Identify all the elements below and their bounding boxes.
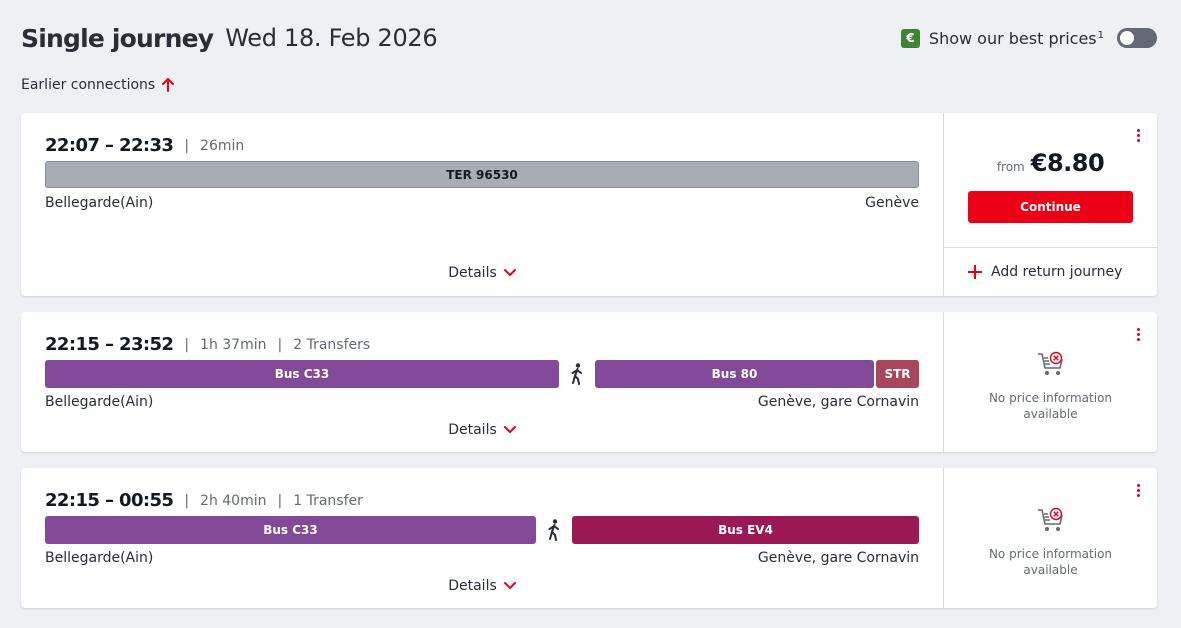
origin-station: Bellegarde(Ain) <box>45 195 154 211</box>
journey-duration: 26min <box>200 137 245 154</box>
chevron-down-icon <box>503 269 516 276</box>
journey-card: 22:07 – 22:33 | 26min TER 96530 Bellegar… <box>21 113 1157 296</box>
stations-row: Bellegarde(Ain) Genève, gare Cornavin <box>45 550 919 566</box>
leg-bar[interactable]: TER 96530 <box>45 161 919 188</box>
best-prices-footnote[interactable]: 1 <box>1097 29 1104 41</box>
journey-card: 22:15 – 00:55 | 2h 40min | 1 Transfer Bu… <box>21 468 1157 608</box>
leg-bar[interactable]: Bus C33 <box>45 516 536 544</box>
no-price-text: No price information available <box>988 391 1113 421</box>
journey-date: Wed 18. Feb 2026 <box>225 24 438 52</box>
earlier-connections-label: Earlier connections <box>21 77 156 93</box>
more-options-icon[interactable] <box>1135 129 1141 144</box>
journey-info: 22:15 – 23:52 | 1h 37min | 2 Transfers B… <box>21 312 943 452</box>
separator: | <box>277 492 283 509</box>
leg-bar[interactable]: Bus EV4 <box>572 516 919 544</box>
separator: | <box>184 336 190 353</box>
arrow-up-icon <box>162 78 175 92</box>
details-toggle[interactable]: Details <box>21 265 943 281</box>
page-header: Single journey Wed 18. Feb 2026 € Show o… <box>21 22 1157 54</box>
leg-bar[interactable]: Bus 80 <box>595 360 874 388</box>
destination-station: Genève <box>865 195 919 211</box>
stations-row: Bellegarde(Ain) Genève, gare Cornavin <box>45 394 919 410</box>
best-prices-option: € Show our best prices 1 <box>900 28 1157 48</box>
walk-icon <box>548 519 559 541</box>
journey-info: 22:07 – 22:33 | 26min TER 96530 Bellegar… <box>21 113 943 296</box>
journey-duration: 1h 37min <box>200 336 267 353</box>
add-return-journey-button[interactable]: Add return journey <box>944 247 1157 296</box>
journey-times-row: 22:15 – 00:55 | 2h 40min | 1 Transfer <box>45 490 363 511</box>
plus-icon <box>968 265 982 279</box>
cart-unavailable-icon <box>1037 351 1063 375</box>
more-options-icon[interactable] <box>1135 484 1141 499</box>
journey-times: 22:07 – 22:33 <box>45 135 174 156</box>
details-toggle[interactable]: Details <box>21 422 943 438</box>
best-prices-label: Show our best prices <box>928 28 1097 48</box>
separator: | <box>184 492 190 509</box>
journey-legs: Bus C33 Bus EV4 <box>45 516 919 544</box>
separator: | <box>277 336 283 353</box>
price-prefix: from <box>996 160 1025 174</box>
walk-icon <box>571 363 582 385</box>
origin-station: Bellegarde(Ain) <box>45 550 154 566</box>
journey-card: 22:15 – 23:52 | 1h 37min | 2 Transfers B… <box>21 312 1157 452</box>
no-price-block: No price information available <box>944 350 1157 422</box>
no-price-text: No price information available <box>988 547 1113 577</box>
separator: | <box>184 137 190 154</box>
price-panel: from €8.80 Continue Add return journey <box>943 113 1157 296</box>
continue-button[interactable]: Continue <box>968 191 1133 223</box>
stations-row: Bellegarde(Ain) Genève <box>45 195 919 211</box>
leg-bar[interactable]: Bus C33 <box>45 360 559 388</box>
page-title: Single journey <box>21 23 214 53</box>
journey-times-row: 22:07 – 22:33 | 26min <box>45 135 244 156</box>
leg-label: Bus 80 <box>711 367 758 381</box>
euro-icon: € <box>900 28 920 48</box>
journey-legs: Bus C33 Bus 80 STR <box>45 360 919 388</box>
price-panel: No price information available <box>943 468 1157 608</box>
earlier-connections-link[interactable]: Earlier connections <box>21 77 175 93</box>
journey-info: 22:15 – 00:55 | 2h 40min | 1 Transfer Bu… <box>21 468 943 608</box>
chevron-down-icon <box>503 582 516 589</box>
origin-station: Bellegarde(Ain) <box>45 394 154 410</box>
journey-times: 22:15 – 00:55 <box>45 490 174 511</box>
more-options-icon[interactable] <box>1135 328 1141 343</box>
add-return-label: Add return journey <box>991 264 1123 280</box>
cart-unavailable-icon <box>1037 507 1063 531</box>
toggle-knob <box>1120 31 1134 45</box>
details-label: Details <box>448 422 497 438</box>
leg-label: TER 96530 <box>446 167 518 182</box>
details-label: Details <box>448 578 497 594</box>
leg-label: Bus EV4 <box>718 523 773 537</box>
journey-times: 22:15 – 23:52 <box>45 334 174 355</box>
best-prices-toggle[interactable] <box>1117 28 1157 48</box>
leg-label: Bus C33 <box>263 523 318 537</box>
leg-bar[interactable]: STR <box>876 360 919 388</box>
price-row: from €8.80 <box>944 149 1157 177</box>
chevron-down-icon <box>503 426 516 433</box>
details-toggle[interactable]: Details <box>21 578 943 594</box>
destination-station: Genève, gare Cornavin <box>757 394 919 410</box>
no-price-block: No price information available <box>944 506 1157 578</box>
journey-transfers: 1 Transfer <box>293 492 363 509</box>
destination-station: Genève, gare Cornavin <box>757 550 919 566</box>
journey-transfers: 2 Transfers <box>293 336 371 353</box>
leg-label: STR <box>884 367 911 381</box>
details-label: Details <box>448 265 497 281</box>
leg-label: Bus C33 <box>274 367 330 381</box>
price-panel: No price information available <box>943 312 1157 452</box>
price-value: €8.80 <box>1030 149 1105 177</box>
journey-legs: TER 96530 <box>45 161 919 189</box>
journey-times-row: 22:15 – 23:52 | 1h 37min | 2 Transfers <box>45 334 370 355</box>
journey-duration: 2h 40min <box>200 492 267 509</box>
